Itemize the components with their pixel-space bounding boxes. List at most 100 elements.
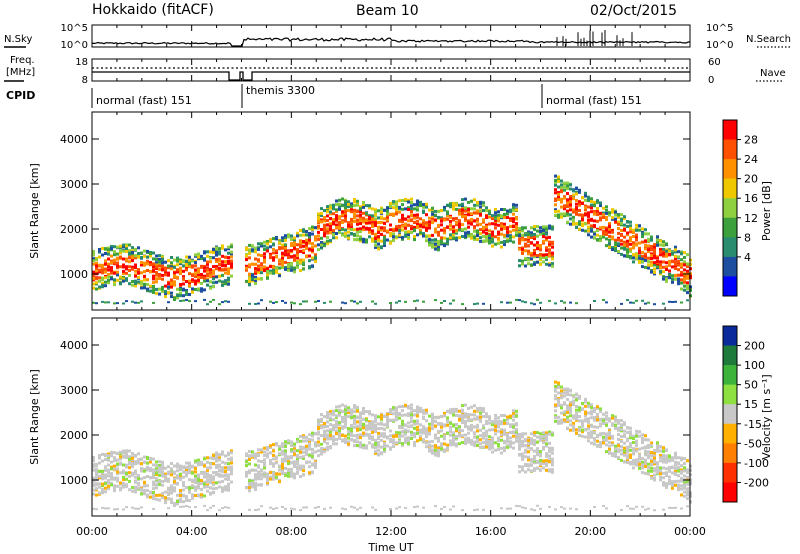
power-cell [671,301,674,303]
power-cell [359,239,362,243]
power-cell [149,252,152,255]
power-cell [284,266,287,269]
velocity-cell [326,425,329,428]
power-cell [371,224,374,228]
velocity-cell [506,422,509,425]
velocity-cell [272,453,275,457]
velocity-cell [494,417,497,421]
velocity-cell [377,444,380,448]
power-cell [611,235,614,239]
velocity-cell [269,446,272,449]
power-cell [287,268,290,272]
power-cell [635,235,638,239]
velocity-cell [527,444,530,448]
power-cell [566,199,569,203]
power-cell [125,258,128,262]
power-cell [635,227,638,230]
power-cell [545,257,548,261]
power-cell [509,239,512,243]
power-cell [317,234,320,238]
velocity-cell [137,486,140,490]
velocity-cell [284,472,287,475]
power-cell [410,225,413,229]
power-cell [656,263,659,267]
power-cell [365,238,368,242]
power-cell [587,198,590,201]
power-cell [356,220,359,224]
power-cell [326,205,329,209]
velocity-cell [422,427,425,431]
power-cell [398,227,401,231]
power-cell [545,227,548,231]
velocity-cell [467,406,470,410]
power-cell [542,239,545,243]
power-cell [122,279,125,283]
power-cell [485,206,488,210]
power-cell [308,232,311,235]
power-cell [377,238,380,242]
velocity-cell [254,486,257,489]
velocity-cell [434,436,437,440]
velocity-cell [254,473,257,477]
power-cell [536,254,539,257]
power-cell [281,239,284,243]
power-cell [533,225,536,228]
velocity-cell [431,451,434,455]
velocity-cell [353,439,356,443]
power-cell [134,301,137,304]
power-cell [326,227,329,231]
power-cell [680,264,683,268]
power-cell [185,280,188,283]
power-cell [248,283,251,287]
power-cell [431,221,434,225]
nave-label: Nave [760,68,786,79]
velocity-cell [293,449,296,453]
velocity-cell [161,483,164,487]
power-cell [320,228,323,231]
power-cell [173,258,176,262]
power-cell [128,269,131,272]
velocity-cell [110,451,113,455]
power-cell [329,204,332,208]
velocity-cell [335,438,338,441]
power-cell [329,206,332,210]
velocity-cell [287,460,290,464]
velocity-cell [467,431,470,435]
velocity-cell [368,420,371,424]
velocity-cell [320,452,323,456]
power-cell [608,245,611,249]
velocity-cell [200,493,203,497]
power-cell [272,256,275,260]
power-cell [680,252,683,256]
velocity-cell [317,506,320,508]
power-cell [290,244,293,247]
power-cell [272,301,275,304]
velocity-cell [386,444,389,448]
power-cell [410,210,413,214]
power-cell [119,282,122,286]
velocity-cell [218,469,221,472]
velocity-cell [299,445,302,449]
velocity-cell [374,419,377,423]
power-cell [572,193,575,197]
velocity-cell [176,469,179,473]
velocity-cell [128,488,131,492]
power-cell [632,256,635,260]
velocity-cell [482,434,485,437]
power-cell [104,247,107,251]
power-cell [452,207,455,211]
power-cell [299,258,302,262]
power-cell [203,258,206,262]
power-cell [179,288,182,291]
velocity-cell [107,454,110,458]
velocity-cell [347,436,350,440]
power-cell [368,204,371,208]
power-cell [116,273,119,277]
velocity-cell [329,418,332,422]
velocity-cell [485,431,488,435]
velocity-cell [446,420,449,424]
power-cell [290,249,293,252]
power-cell [392,212,395,216]
velocity-cell [197,461,200,465]
power-cell [173,271,176,275]
